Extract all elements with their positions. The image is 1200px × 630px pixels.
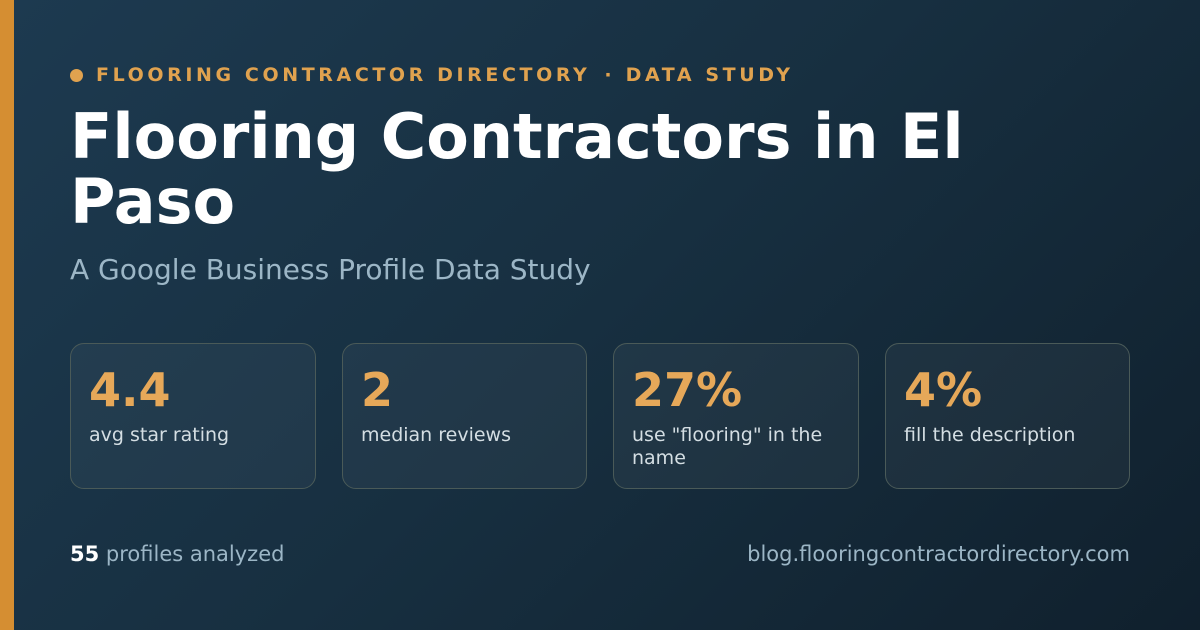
eyebrow-separator: · [604,64,612,86]
stat-value: 4.4 [89,363,171,417]
stat-label: fill the description [904,424,1076,446]
stat-card-name-keyword: 27% use "flooring" in the name [613,343,859,489]
site-url: blog.flooringcontractordirectory.com [747,542,1130,566]
page-subtitle: A Google Business Profile Data Study [70,253,591,286]
eyebrow-site-name: FLOORING CONTRACTOR DIRECTORY [96,64,591,86]
eyebrow-content-type: DATA STUDY [625,64,794,86]
profiles-analyzed: 55 profiles analyzed [70,540,284,568]
stat-label: avg star rating [89,424,230,446]
stat-card-rating: 4.4 avg star rating [70,343,316,489]
profile-count: 55 [70,542,100,566]
eyebrow: FLOORING CONTRACTOR DIRECTORY · DATA STU… [70,64,794,86]
stat-value: 27% [632,363,743,417]
profile-count-label: profiles analyzed [105,542,285,566]
card-content: FLOORING CONTRACTOR DIRECTORY · DATA STU… [70,0,1130,630]
stat-value: 4% [904,363,983,417]
stats-row: 4.4 avg star rating 2 median reviews 27%… [70,343,1130,491]
stat-value: 2 [361,363,394,417]
bullet-dot-icon [70,68,83,82]
stat-card-reviews: 2 median reviews [342,343,587,489]
accent-bar [0,0,14,630]
stat-card-description: 4% fill the description [885,343,1130,489]
stat-label: use "flooring" in the name [632,424,823,469]
stat-label: median reviews [361,424,511,446]
page-title: Flooring Contractors in El Paso [70,100,964,238]
